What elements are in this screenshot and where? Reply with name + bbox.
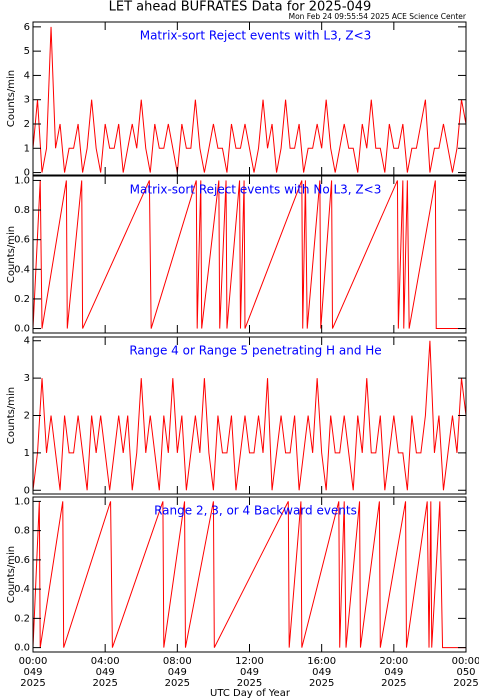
panel-annotation: Range 4 or Range 5 penetrating H and He bbox=[129, 344, 381, 358]
x-tick-label: 12:00 bbox=[235, 656, 264, 667]
y-tick-label: 3 bbox=[24, 95, 30, 106]
y-tick-label: 3 bbox=[24, 373, 30, 384]
y-tick-label: 2 bbox=[24, 411, 30, 422]
y-tick-label: 0.4 bbox=[14, 584, 30, 595]
y-tick-label: 1 bbox=[24, 143, 30, 154]
timestamp: Mon Feb 24 09:55:54 2025 ACE Science Cen… bbox=[289, 12, 467, 21]
data-line bbox=[32, 26, 467, 173]
y-tick-label: 1.0 bbox=[14, 496, 30, 507]
x-tick-label: 04:00 bbox=[91, 656, 120, 667]
panel-annotation: Range 2, 3, or 4 Backward events bbox=[154, 504, 357, 518]
x-tick-label: 08:00 bbox=[163, 656, 192, 667]
data-line bbox=[32, 501, 466, 649]
x-tick-label: 2025 bbox=[309, 678, 334, 689]
chart-title: LET ahead BUFRATES Data for 2025-049 bbox=[109, 0, 372, 15]
x-tick-label: 2025 bbox=[381, 678, 406, 689]
y-axis-label: Counts/min bbox=[6, 226, 17, 283]
data-line bbox=[32, 340, 467, 491]
x-tick-label: 049 bbox=[168, 667, 187, 678]
y-tick-label: 2 bbox=[24, 119, 30, 130]
y-tick-label: 1 bbox=[24, 448, 30, 459]
y-tick-label: 0.8 bbox=[14, 205, 30, 216]
data-line bbox=[32, 180, 466, 330]
y-axis-label: Counts/min bbox=[6, 546, 17, 603]
x-tick-label: 2025 bbox=[92, 678, 117, 689]
x-tick-label: 049 bbox=[23, 667, 42, 678]
x-tick-label: 16:00 bbox=[307, 656, 336, 667]
y-tick-label: 6 bbox=[24, 22, 30, 33]
y-tick-label: 0 bbox=[24, 485, 30, 496]
y-tick-label: 4 bbox=[24, 70, 30, 81]
x-tick-label: 00:00 bbox=[452, 656, 479, 667]
y-tick-label: 4 bbox=[24, 336, 30, 347]
x-tick-label: 049 bbox=[384, 667, 403, 678]
y-axis-label: Counts/min bbox=[6, 70, 17, 127]
y-tick-label: 0 bbox=[24, 168, 30, 179]
panel-annotation: Matrix-sort Reject events with L3, Z<3 bbox=[140, 29, 372, 43]
x-tick-label: 050 bbox=[456, 667, 475, 678]
y-tick-label: 0.0 bbox=[14, 643, 30, 654]
x-tick-label: 20:00 bbox=[379, 656, 408, 667]
y-tick-label: 5 bbox=[24, 46, 30, 57]
x-axis-label: UTC Day of Year bbox=[210, 688, 291, 699]
x-tick-label: 2025 bbox=[237, 678, 262, 689]
y-tick-label: 0.6 bbox=[14, 555, 30, 566]
x-tick-label: 049 bbox=[240, 667, 259, 678]
panel-annotation: Matrix-sort Reject events with No L3, Z<… bbox=[130, 183, 382, 197]
x-tick-label: 2025 bbox=[165, 678, 190, 689]
x-tick-label: 00:00 bbox=[19, 656, 48, 667]
y-tick-label: 1.0 bbox=[14, 175, 30, 186]
y-tick-label: 0.0 bbox=[14, 324, 30, 335]
y-axis-label: Counts/min bbox=[6, 387, 17, 444]
y-tick-label: 0.8 bbox=[14, 526, 30, 537]
y-tick-label: 0.2 bbox=[14, 294, 30, 305]
y-tick-label: 0.4 bbox=[14, 264, 30, 275]
x-tick-label: 049 bbox=[312, 667, 331, 678]
x-tick-label: 049 bbox=[96, 667, 115, 678]
y-tick-label: 0.6 bbox=[14, 235, 30, 246]
x-tick-label: 2025 bbox=[20, 678, 45, 689]
x-tick-label: 2025 bbox=[453, 678, 478, 689]
y-tick-label: 0.2 bbox=[14, 613, 30, 624]
